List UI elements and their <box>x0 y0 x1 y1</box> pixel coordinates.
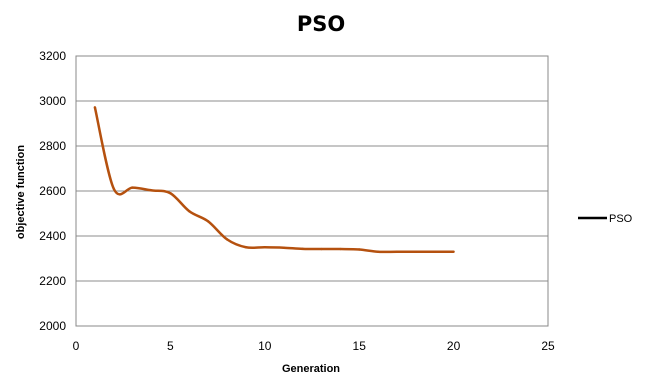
x-tick-label: 15 <box>353 339 367 353</box>
data-point <box>395 250 399 253</box>
x-tick-label: 5 <box>167 339 174 353</box>
x-axis: 0 5 10 15 20 25 <box>73 339 555 353</box>
plot-area <box>75 55 549 327</box>
gridlines <box>76 55 548 327</box>
y-tick-label: 3200 <box>39 49 66 63</box>
chart-title: PSO <box>297 12 345 36</box>
data-point <box>93 106 97 109</box>
x-tick-label: 10 <box>258 339 272 353</box>
data-point <box>358 248 361 251</box>
legend: PSO <box>578 213 633 225</box>
data-point <box>244 246 248 249</box>
data-point <box>339 247 342 251</box>
data-point <box>188 210 191 213</box>
data-point <box>433 250 436 253</box>
y-axis-title: objective function <box>15 145 27 239</box>
data-point <box>414 250 418 253</box>
x-axis-title: Generation <box>282 363 340 375</box>
data-point <box>301 247 304 251</box>
data-point <box>131 186 134 189</box>
data-point <box>206 220 210 223</box>
data-point <box>112 187 115 190</box>
legend-label-pso: PSO <box>609 213 633 225</box>
data-point <box>225 238 229 241</box>
y-tick-label: 2400 <box>39 229 66 243</box>
data-point <box>150 189 153 192</box>
data-point <box>320 247 323 251</box>
data-point <box>452 250 455 253</box>
x-tick-label: 25 <box>541 339 555 353</box>
x-tick-label: 0 <box>73 339 80 353</box>
series-group <box>93 106 455 254</box>
data-point <box>282 246 285 249</box>
y-tick-label: 2000 <box>39 319 66 333</box>
data-point <box>169 192 172 195</box>
y-tick-label: 2800 <box>39 139 66 153</box>
y-tick-label: 3000 <box>39 94 66 108</box>
y-axis: 2000 2200 2400 2600 2800 3000 3200 <box>39 49 66 333</box>
y-tick-label: 2200 <box>39 274 66 288</box>
data-point <box>376 250 380 253</box>
y-tick-label: 2600 <box>39 184 66 198</box>
data-point <box>263 246 266 249</box>
x-tick-label: 20 <box>447 339 461 353</box>
series-line-pso <box>93 107 454 254</box>
